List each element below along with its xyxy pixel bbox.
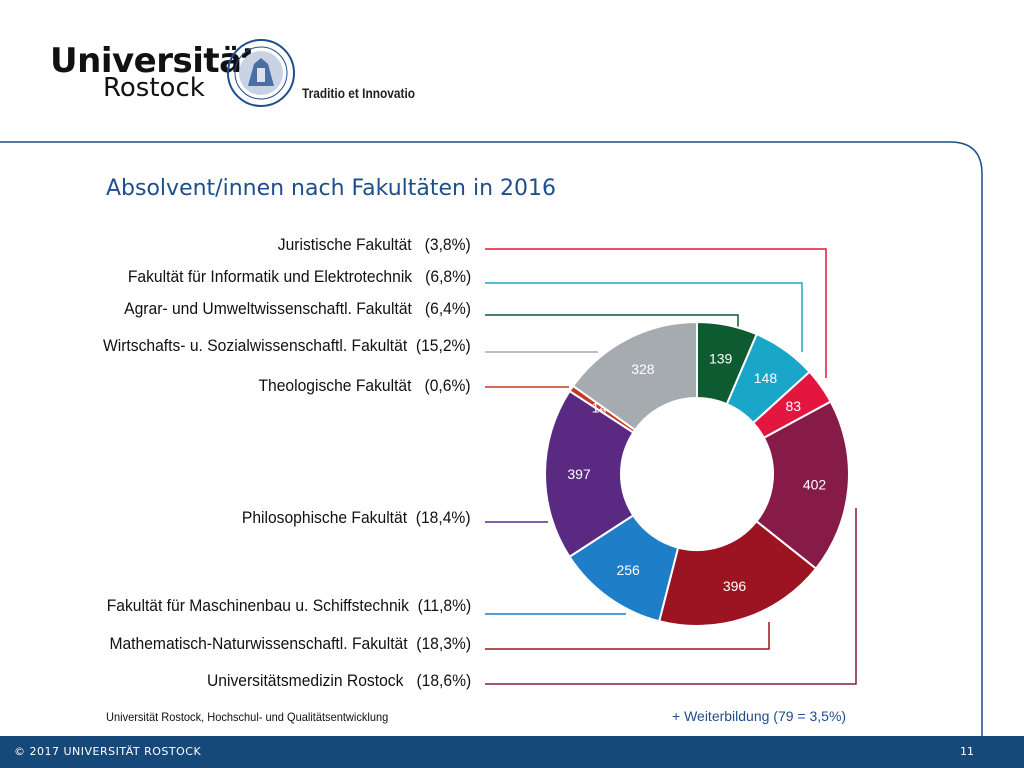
slice-value-8: 328	[631, 361, 655, 377]
label-maschinenbau: Fakultät für Maschinenbau u. Schiffstech…	[106, 596, 471, 615]
leader-agrar	[485, 314, 739, 327]
footer-bar: © 2017 UNIVERSITÄT ROSTOCK 11	[0, 736, 1024, 768]
label-medizin: Universitätsmedizin Rostock (18,6%)	[206, 671, 471, 690]
donut-slice-6	[544, 389, 635, 559]
page-number: 11	[960, 745, 974, 758]
donut-slice-8	[571, 320, 698, 432]
donut-slice-3	[755, 400, 850, 571]
label-agrar: Agrar- und Umweltwissenschaftl. Fakultät…	[124, 299, 471, 318]
slice-value-5: 256	[616, 562, 640, 578]
label-informatik: Fakultät für Informatik und Elektrotechn…	[127, 267, 471, 286]
slice-value-1: 148	[754, 370, 778, 386]
label-mathe-nat: Mathematisch-Naturwissenschaftl. Fakultä…	[109, 634, 471, 653]
label-theologie: Theologische Fakultät (0,6%)	[258, 376, 471, 395]
slice-value-2: 83	[785, 398, 801, 414]
copyright: © 2017 UNIVERSITÄT ROSTOCK	[14, 745, 202, 758]
donut-slice-4	[657, 519, 818, 627]
label-wirtschaft: Wirtschafts- u. Sozialwissenschaftl. Fak…	[103, 336, 471, 355]
slice-value-0: 139	[709, 350, 733, 366]
chart-title: Absolvent/innen nach Fakultäten in 2016	[106, 176, 556, 201]
university-seal-icon	[227, 39, 295, 107]
source-note: Universität Rostock, Hochschul- und Qual…	[106, 710, 389, 724]
weiterbildung-note: + Weiterbildung (79 = 3,5%)	[672, 708, 847, 724]
logo-rostock: Rostock	[103, 73, 205, 103]
slice-value-3: 402	[803, 476, 827, 492]
leader-juristische	[485, 248, 827, 378]
slice-value-6: 397	[567, 466, 591, 482]
label-philosophie: Philosophische Fakultät (18,4%)	[242, 508, 471, 527]
logo-university: Universität	[50, 41, 258, 81]
slice-value-4: 396	[723, 578, 747, 594]
label-juristische: Juristische Fakultät (3,8%)	[278, 235, 471, 254]
motto: Traditio et Innovatio	[302, 85, 416, 101]
leader-medizin	[485, 508, 857, 685]
leader-mathe-nat	[485, 622, 770, 650]
leader-informatik	[485, 282, 803, 352]
